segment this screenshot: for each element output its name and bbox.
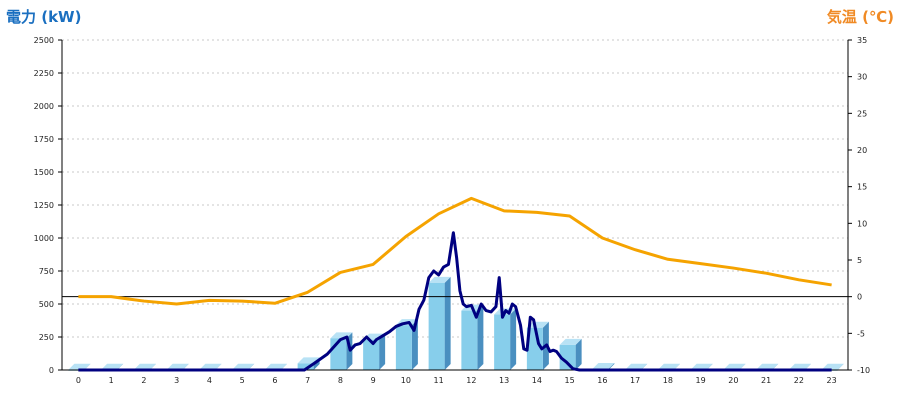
x-tick-label: 15	[565, 376, 575, 385]
bar	[363, 339, 380, 370]
x-tick-label: 18	[663, 376, 673, 385]
temperature-line	[78, 196, 832, 306]
left-tick-label: 500	[39, 300, 54, 309]
left-tick-label: 1750	[34, 135, 54, 144]
right-tick-label: 10	[857, 219, 867, 228]
bar-top	[559, 338, 582, 345]
bar-side	[772, 363, 779, 370]
x-tick-label: 0	[76, 376, 81, 385]
bar-side	[411, 319, 418, 370]
x-tick-label: 10	[401, 376, 411, 385]
right-tick-label: 30	[857, 73, 867, 82]
x-tick-label: 20	[728, 376, 738, 385]
left-axis-title: 電力 (kW)	[6, 8, 82, 26]
bar-side	[84, 363, 91, 370]
bar-side	[477, 304, 484, 370]
x-tick-label: 23	[827, 376, 837, 385]
bar-side	[608, 362, 615, 370]
x-tick-label: 17	[630, 376, 640, 385]
x-tick-label: 5	[240, 376, 245, 385]
bar-top	[101, 363, 124, 370]
bar-top	[199, 363, 222, 370]
left-tick-label: 2250	[34, 69, 54, 78]
left-tick-label: 1500	[34, 168, 54, 177]
x-tick-label: 8	[338, 376, 343, 385]
bar	[428, 282, 445, 370]
x-tick-label: 21	[761, 376, 771, 385]
x-tick-label: 14	[532, 376, 542, 385]
right-tick-label: 5	[857, 256, 862, 265]
bar-side	[149, 363, 156, 370]
left-tick-label: 2000	[34, 102, 54, 111]
bar	[297, 363, 314, 370]
x-tick-label: 22	[794, 376, 804, 385]
x-tick-label: 12	[466, 376, 476, 385]
bar-top	[690, 363, 713, 370]
right-axis-title: 気温 (℃)	[826, 8, 894, 26]
bar-side	[706, 363, 713, 370]
x-tick-label: 11	[434, 376, 444, 385]
left-tick-label: 1250	[34, 201, 54, 210]
x-tick-label: 6	[272, 376, 277, 385]
bar-side	[837, 363, 844, 370]
bar-side	[510, 308, 517, 370]
bar-side	[182, 363, 189, 370]
x-tick-label: 16	[597, 376, 607, 385]
bar-side	[444, 276, 451, 370]
bar-side	[117, 363, 124, 370]
bar-side	[673, 363, 680, 370]
bar-side	[804, 363, 811, 370]
bar-top	[264, 363, 287, 370]
bar	[395, 325, 412, 370]
x-tick-label: 1	[109, 376, 114, 385]
bar-side	[739, 363, 746, 370]
x-tick-label: 7	[305, 376, 310, 385]
bar-top	[166, 363, 189, 370]
bar-side	[379, 333, 386, 370]
left-tick-label: 250	[39, 333, 54, 342]
x-tick-label: 9	[371, 376, 376, 385]
right-tick-label: 15	[857, 183, 867, 192]
right-tick-label: 20	[857, 146, 867, 155]
bar-top	[232, 363, 255, 370]
bar-side	[248, 363, 255, 370]
right-tick-label: 0	[857, 293, 862, 302]
right-tick-label: 25	[857, 109, 867, 118]
x-tick-label: 19	[696, 376, 706, 385]
right-tick-label: -5	[857, 329, 865, 338]
bar-top	[756, 363, 779, 370]
bar	[494, 314, 511, 370]
power-line	[78, 231, 832, 372]
left-tick-label: 1000	[34, 234, 54, 243]
bar-top	[625, 363, 648, 370]
bar	[559, 344, 576, 370]
bar-side	[280, 363, 287, 370]
bar-top	[526, 321, 549, 328]
bar-side	[641, 363, 648, 370]
bar-side	[575, 338, 582, 370]
bar-top	[723, 363, 746, 370]
bar-top	[428, 276, 451, 283]
x-tick-label: 2	[141, 376, 146, 385]
bar-top	[821, 363, 844, 370]
bar-side	[215, 363, 222, 370]
left-tick-label: 0	[49, 366, 54, 375]
bar-top	[657, 363, 680, 370]
bar-top	[133, 363, 156, 370]
bar-top	[592, 362, 615, 369]
x-tick-label: 3	[174, 376, 179, 385]
bar	[461, 310, 478, 370]
right-tick-label: 35	[857, 36, 867, 45]
bar-top	[788, 363, 811, 370]
left-tick-label: 750	[39, 267, 54, 276]
right-tick-label: -10	[857, 366, 870, 375]
x-tick-label: 13	[499, 376, 509, 385]
bar-top	[68, 363, 91, 370]
x-tick-label: 4	[207, 376, 212, 385]
left-tick-label: 2500	[34, 36, 54, 45]
